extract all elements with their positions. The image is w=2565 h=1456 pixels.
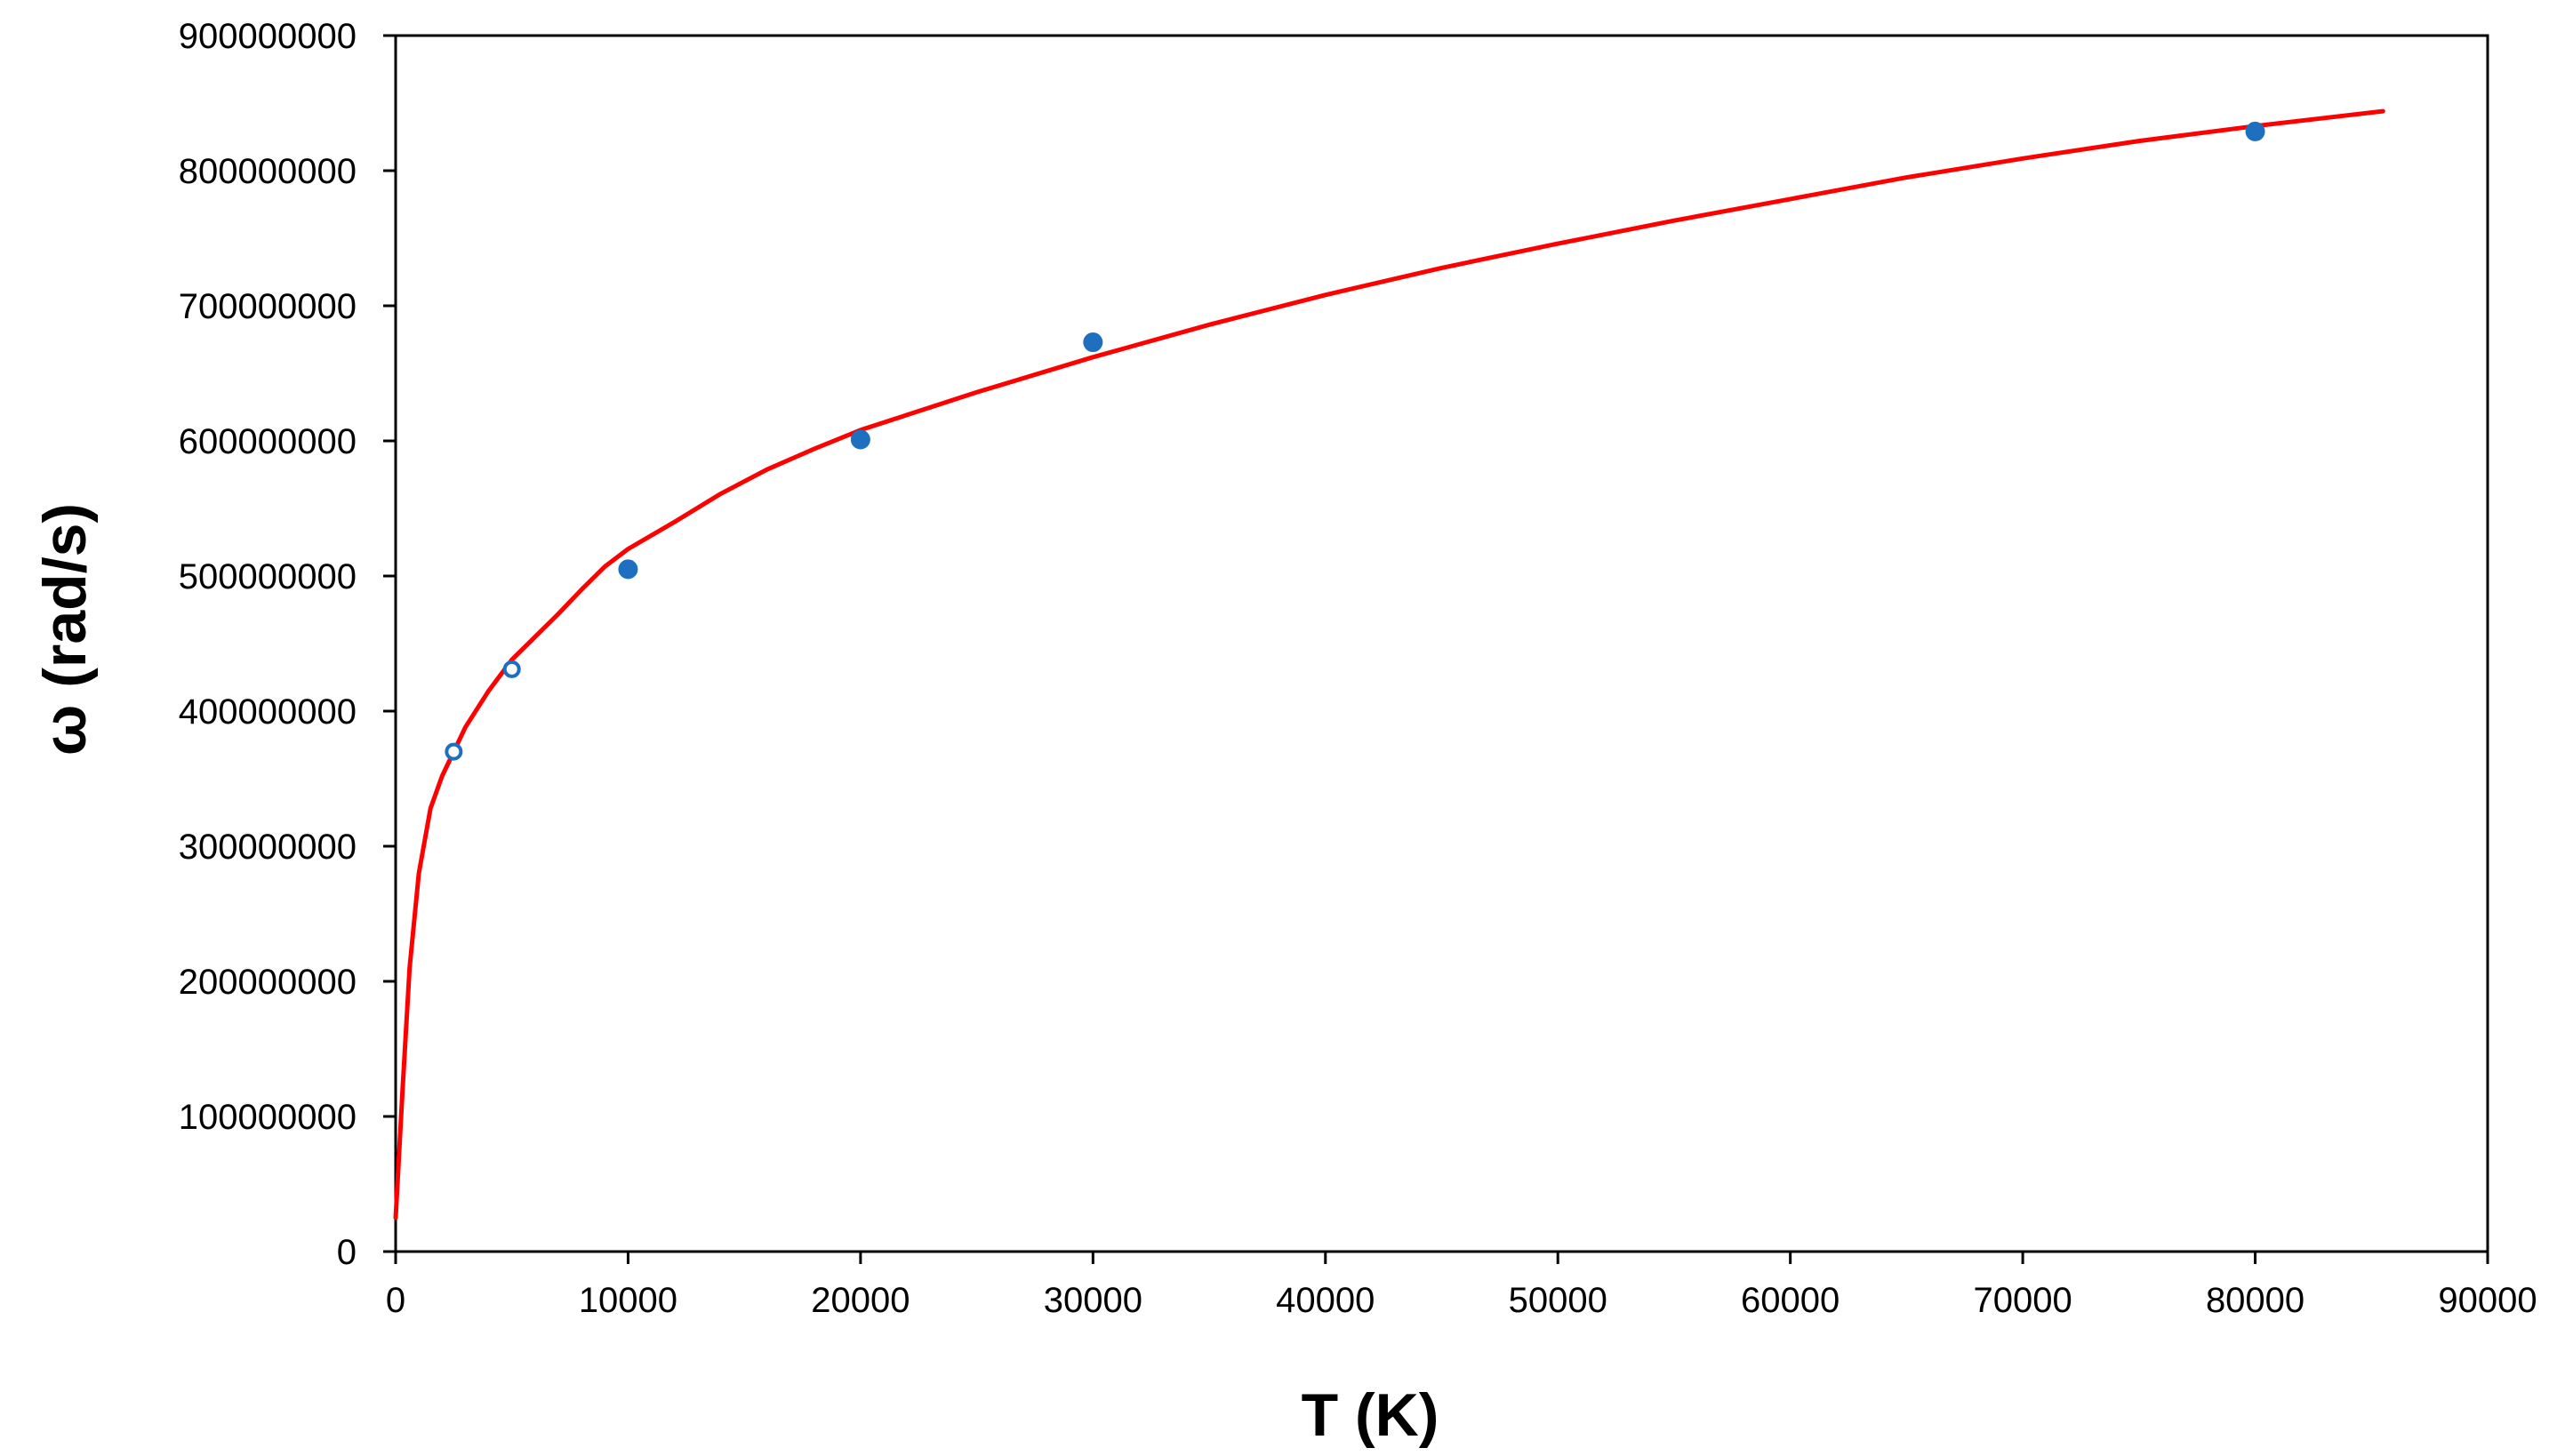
y-tick-label: 800000000 (179, 152, 357, 191)
plot-area (394, 34, 2489, 1253)
y-tick-label: 700000000 (179, 287, 357, 326)
y-tick-label: 200000000 (179, 963, 357, 1002)
y-tick-label: 0 (337, 1233, 357, 1272)
x-tick-label: 90000 (2438, 1281, 2537, 1320)
x-axis-title: T (K) (1302, 1381, 1439, 1449)
y-tick-label: 900000000 (179, 17, 357, 56)
y-tick-label: 400000000 (179, 692, 357, 732)
y-tick-label: 500000000 (179, 557, 357, 596)
data-point (1083, 332, 1103, 353)
x-tick-label: 50000 (1509, 1281, 1607, 1320)
x-tick-label: 0 (386, 1281, 405, 1320)
fit-curve (393, 108, 2385, 1220)
y-tick-label: 600000000 (179, 422, 357, 461)
x-tick-label: 40000 (1276, 1281, 1375, 1320)
x-tick-label: 60000 (1741, 1281, 1840, 1320)
y-axis: 0 100000000 200000000 300000000 400000000 500… (179, 17, 396, 1272)
x-axis: 0 10000 20000 30000 40000 50000 60000 70000 8000… (386, 1252, 2537, 1320)
x-tick-label: 80000 (2206, 1281, 2304, 1320)
y-axis-title: ω (rad/s) (31, 503, 99, 756)
open-data-point (445, 742, 463, 761)
x-tick-label: 10000 (579, 1281, 677, 1320)
y-tick-label: 100000000 (179, 1098, 357, 1137)
open-data-point (502, 660, 521, 678)
data-point (618, 559, 638, 580)
y-tick-label: 300000000 (179, 828, 357, 867)
x-tick-label: 30000 (1044, 1281, 1142, 1320)
plot-frame (394, 34, 2489, 1253)
data-point (850, 429, 870, 450)
data-point (2245, 121, 2265, 141)
x-tick-label: 20000 (811, 1281, 910, 1320)
x-tick-label: 70000 (1973, 1281, 2072, 1320)
series-layer (393, 108, 2385, 1220)
